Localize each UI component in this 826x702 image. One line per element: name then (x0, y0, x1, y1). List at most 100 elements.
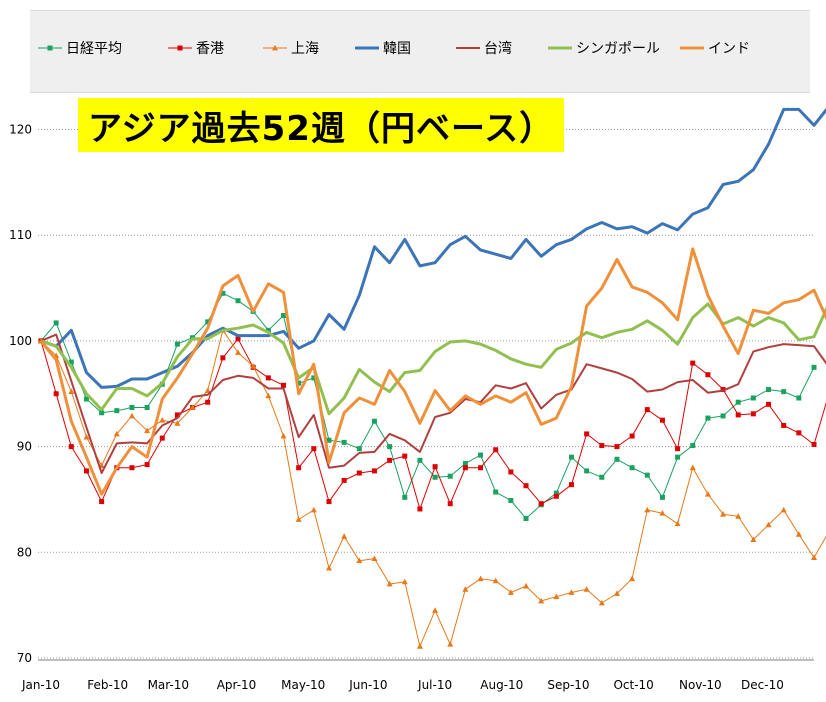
data-point (811, 554, 817, 560)
data-point (583, 586, 590, 592)
data-point (781, 422, 787, 428)
data-point (296, 380, 302, 386)
data-point (341, 477, 347, 483)
legend-label: 上海 (291, 41, 319, 57)
data-point (477, 575, 484, 582)
data-point (144, 404, 150, 410)
data-point (690, 360, 696, 366)
data-point (629, 465, 635, 471)
legend: 日経平均 香港 上海 韓国 台湾 シンガポール インド (38, 40, 750, 57)
series-6 (39, 247, 826, 496)
legend-label: 韓国 (383, 41, 411, 57)
data-point (765, 521, 772, 528)
data-point (311, 375, 317, 381)
legend-marker (272, 44, 278, 51)
data-point (295, 516, 302, 522)
data-point (250, 363, 257, 369)
data-point (99, 410, 105, 416)
data-point (781, 389, 787, 395)
series-line (40, 333, 826, 474)
y-tick-label: 100 (9, 334, 32, 348)
chart-title-box: アジア過去52週（円ベース） (78, 98, 565, 152)
data-point (508, 469, 514, 475)
data-point (310, 506, 317, 513)
series-line (39, 247, 826, 496)
data-point (144, 427, 151, 434)
data-point (402, 494, 408, 500)
data-point (341, 533, 348, 539)
data-point (492, 577, 499, 584)
data-point (538, 597, 545, 604)
data-point (796, 395, 802, 401)
data-point (598, 599, 605, 606)
data-point (356, 557, 363, 564)
data-point (493, 489, 499, 495)
data-point (189, 404, 196, 410)
data-point (568, 482, 574, 488)
data-point (220, 355, 226, 361)
data-point (553, 593, 560, 600)
data-point (811, 441, 817, 447)
data-point (675, 454, 681, 460)
data-point (83, 468, 89, 474)
data-point (766, 401, 772, 407)
data-point (432, 474, 438, 480)
y-tick-label: 80 (17, 545, 32, 559)
x-tick-label: Feb-10 (87, 678, 128, 692)
data-point (750, 536, 757, 543)
data-point (129, 465, 135, 471)
data-point (144, 462, 150, 468)
data-point (205, 399, 211, 405)
x-tick-label: May-10 (281, 678, 325, 692)
data-point (68, 388, 75, 395)
legend-item: インド (680, 41, 750, 57)
data-point (735, 513, 742, 519)
data-point (371, 418, 377, 424)
data-point (53, 391, 59, 397)
x-tick-label: Jan-10 (21, 678, 60, 692)
data-point (371, 555, 378, 562)
data-point (280, 432, 287, 439)
data-point (447, 473, 453, 479)
data-point (265, 375, 271, 381)
x-tick-label: Jul-10 (417, 678, 452, 692)
data-point (599, 443, 605, 449)
legend-item: 韓国 (355, 41, 411, 57)
series-line (40, 292, 815, 519)
data-point (326, 499, 332, 505)
data-point (432, 607, 439, 613)
data-point (174, 341, 180, 347)
data-point (675, 446, 681, 452)
data-point (462, 586, 469, 592)
data-point (750, 411, 756, 417)
data-point (508, 498, 514, 504)
data-point (613, 590, 620, 596)
data-point (478, 465, 484, 471)
data-point (386, 580, 393, 587)
legend-marker (47, 45, 53, 51)
data-point (720, 387, 726, 393)
data-point (584, 468, 590, 474)
x-tick-label: Apr-10 (217, 678, 257, 692)
y-tick-label: 90 (17, 440, 32, 454)
data-point (644, 506, 651, 513)
legend-item: 上海 (263, 41, 319, 57)
data-point (553, 490, 559, 496)
data-point (174, 420, 181, 426)
data-point (387, 457, 393, 463)
legend-label: シンガポール (576, 41, 660, 57)
data-point (811, 364, 817, 370)
data-point (780, 506, 787, 513)
data-point (356, 446, 362, 452)
y-tick-label: 120 (9, 123, 32, 137)
series-line (40, 329, 826, 647)
x-tick-label: Dec-10 (741, 678, 784, 692)
data-point (796, 430, 802, 436)
data-point (417, 506, 423, 512)
data-point (114, 408, 120, 414)
x-tick-label: Mar-10 (148, 678, 189, 692)
data-point (371, 468, 377, 474)
data-point (447, 501, 453, 507)
data-point (553, 493, 559, 499)
legend-marker (177, 45, 183, 51)
